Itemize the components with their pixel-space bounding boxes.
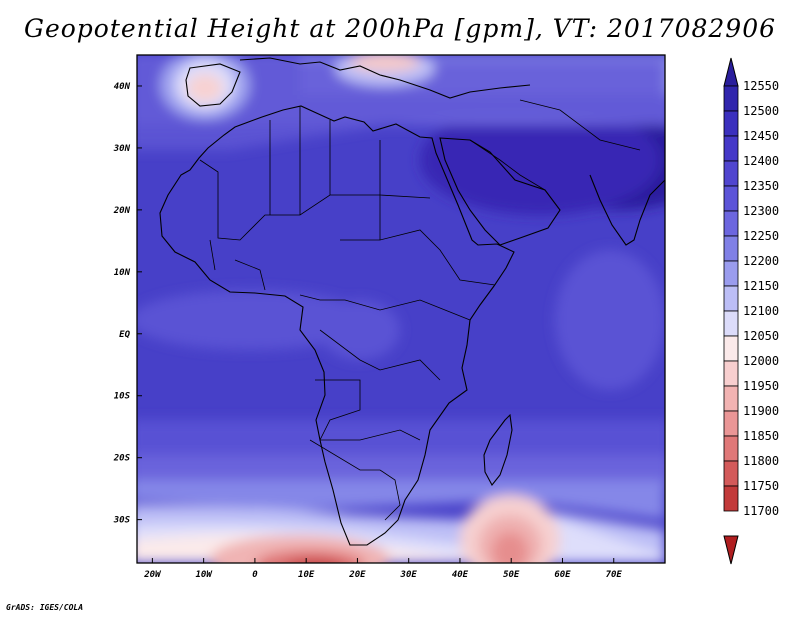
colorbar-swatch [723, 85, 739, 112]
colorbar-label: 11850 [743, 429, 779, 443]
india-coastline [589, 174, 665, 246]
colorbar-swatch [723, 135, 739, 162]
colorbar-swatch [723, 460, 739, 487]
colorbar-label: 12550 [743, 79, 779, 93]
colorbar-label: 12000 [743, 354, 779, 368]
colorbar-swatch [723, 260, 739, 287]
country-borders [199, 99, 641, 521]
colorbar-label: 12450 [743, 129, 779, 143]
colorbar-label: 11900 [743, 404, 779, 418]
lat-tick-label: 10N [114, 268, 131, 278]
lon-tick-label: 20E [348, 570, 366, 580]
colorbar-label: 11800 [743, 454, 779, 468]
lon-tick-label: 0 [252, 570, 258, 580]
lat-tick-label: 20S [113, 454, 131, 464]
colorbar-swatch [723, 210, 739, 237]
chart-title: Geopotential Height at 200hPa [gpm], VT:… [23, 14, 777, 43]
lat-tick-label: 10S [114, 392, 131, 402]
colorbar-swatch [723, 435, 739, 462]
colorbar-bottom-arrow [723, 535, 739, 565]
madagascar-coastline [483, 413, 513, 486]
iberia-coastline [185, 63, 241, 107]
colorbar-swatch [723, 235, 739, 262]
colorbar-swatch [723, 185, 739, 212]
lat-tick-label: 40N [114, 82, 131, 92]
lon-tick-label: 10W [196, 570, 214, 580]
colorbar-label: 12300 [743, 204, 779, 218]
colorbar: 12550 12500 12450 12400 12350 12300 12250 12200… [723, 57, 779, 565]
lat-tick-label: 30S [113, 516, 131, 526]
lon-tick-label: 60E [554, 570, 571, 580]
coastlines [159, 57, 665, 546]
colorbar-label: 12250 [743, 229, 779, 243]
lon-tick-label: 50E [503, 570, 520, 580]
lon-tick-label: 10E [298, 570, 315, 580]
colorbar-top-arrow [723, 57, 739, 87]
plot-frame [136, 54, 666, 564]
lat-tick-label: 20N [113, 206, 131, 216]
grads-credit: GrADS: IGES/COLA [6, 603, 84, 612]
colorbar-label: 12400 [743, 154, 779, 168]
europe-coastline [239, 57, 531, 99]
colorbar-swatch [723, 310, 739, 337]
lon-tick-label: 20W [143, 570, 162, 580]
colorbar-label: 11700 [743, 504, 779, 518]
colorbar-label: 12100 [743, 304, 779, 318]
colorbar-swatch [723, 335, 739, 362]
height-field [137, 55, 665, 563]
lon-tick-label: 30E [400, 570, 418, 580]
colorbar-label: 12050 [743, 329, 779, 343]
colorbar-label: 11950 [743, 379, 779, 393]
lon-tick-label: 40E [452, 570, 469, 580]
africa-coastline [159, 105, 515, 546]
colorbar-label: 12500 [743, 104, 779, 118]
colorbar-label: 12200 [743, 254, 779, 268]
axis-ticks: 20W 10W 0 10E 20E 30E 40E 50E 60E 70E 40N 30N 20N 10N… [113, 82, 623, 580]
colorbar-label: 11750 [743, 479, 779, 493]
colorbar-swatch [723, 160, 739, 187]
arabia-coastline [439, 137, 561, 246]
colorbar-swatch [723, 485, 739, 512]
lat-tick-label: 30N [113, 144, 131, 154]
colorbar-swatch [723, 360, 739, 387]
colorbar-label: 12150 [743, 279, 779, 293]
colorbar-label: 12350 [743, 179, 779, 193]
colorbar-swatch [723, 410, 739, 437]
colorbar-swatch [723, 385, 739, 412]
lat-tick-label: EQ [119, 330, 130, 340]
colorbar-swatch [723, 285, 739, 312]
lon-tick-label: 70E [606, 570, 623, 580]
colorbar-swatch [723, 110, 739, 137]
